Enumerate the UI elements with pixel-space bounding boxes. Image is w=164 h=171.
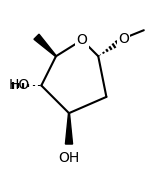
Text: O: O: [77, 33, 87, 47]
Polygon shape: [65, 113, 72, 144]
Text: OH: OH: [58, 150, 80, 165]
Polygon shape: [34, 34, 56, 57]
Text: HO: HO: [9, 78, 30, 93]
Text: O: O: [118, 32, 129, 46]
